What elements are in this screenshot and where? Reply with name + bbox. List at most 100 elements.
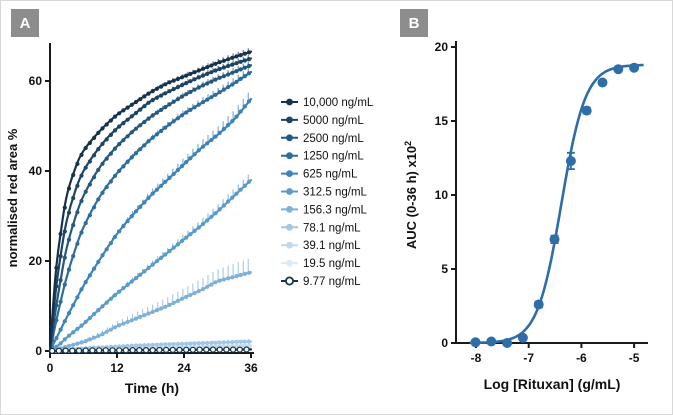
data-point	[565, 156, 576, 166]
marker	[79, 198, 84, 204]
marker	[238, 109, 243, 114]
y-axis-title: AUC (0-36 h) x102	[403, 141, 419, 249]
marker	[175, 341, 180, 347]
legend-marker-dot	[286, 152, 293, 160]
open-marker	[122, 347, 130, 354]
marker	[192, 228, 197, 233]
marker	[192, 152, 197, 157]
marker	[125, 219, 130, 224]
marker	[100, 190, 105, 195]
marker	[133, 209, 139, 214]
marker	[184, 81, 189, 86]
marker	[163, 252, 168, 257]
marker	[150, 135, 155, 140]
data-point	[597, 77, 608, 88]
x-tick-label: -5	[629, 351, 640, 365]
marker	[242, 339, 247, 344]
marker	[96, 197, 101, 202]
marker	[58, 254, 63, 259]
marker	[96, 308, 101, 313]
marker	[221, 87, 226, 92]
marker	[150, 113, 155, 118]
marker	[226, 57, 231, 62]
marker	[125, 343, 130, 348]
marker	[121, 108, 126, 113]
marker	[66, 333, 72, 338]
marker	[121, 286, 126, 291]
marker	[175, 85, 180, 90]
marker	[79, 230, 84, 235]
open-marker	[183, 346, 190, 353]
marker	[230, 62, 235, 67]
marker	[209, 214, 214, 219]
open-marker	[216, 346, 223, 353]
marker	[117, 168, 122, 173]
marker	[75, 210, 80, 215]
marker	[142, 94, 147, 99]
marker	[104, 300, 109, 305]
y-tick-label: 0	[35, 344, 42, 358]
marker	[87, 182, 92, 187]
marker	[87, 273, 92, 278]
marker	[133, 316, 139, 321]
marker	[62, 255, 67, 260]
marker	[125, 117, 130, 122]
data-point	[517, 332, 528, 343]
marker	[54, 265, 59, 270]
marker	[75, 183, 80, 188]
marker	[167, 102, 172, 107]
open-marker	[89, 347, 96, 354]
marker	[104, 156, 109, 161]
marker	[246, 179, 252, 184]
marker	[226, 63, 231, 69]
marker	[171, 87, 176, 92]
marker	[104, 122, 109, 127]
marker	[150, 342, 155, 347]
marker	[196, 225, 201, 230]
marker	[108, 118, 113, 123]
marker	[150, 262, 155, 267]
legend-label: 19.5 ng/mL	[303, 258, 361, 270]
marker	[234, 54, 239, 59]
legend-label: 625 ng/mL	[303, 169, 358, 181]
marker	[100, 253, 105, 258]
marker	[226, 276, 231, 281]
marker	[221, 203, 226, 208]
marker	[159, 128, 164, 134]
marker	[121, 321, 126, 326]
marker	[71, 330, 76, 335]
marker	[163, 105, 168, 110]
marker	[238, 187, 243, 192]
series-line	[48, 57, 253, 353]
marker	[150, 98, 155, 103]
legend-item: 156.3 ng/mL	[281, 204, 368, 216]
marker	[121, 224, 126, 229]
marker	[217, 90, 222, 95]
y-tick-label: 40	[29, 164, 43, 178]
marker	[200, 83, 206, 88]
legend-label: 9.77 ng/mL	[303, 276, 361, 288]
marker	[146, 311, 151, 316]
marker	[184, 73, 189, 78]
marker	[221, 58, 226, 63]
x-tick-label: 24	[177, 361, 191, 375]
marker	[133, 126, 139, 131]
legend-marker-dot	[286, 98, 293, 106]
marker	[221, 126, 226, 132]
marker	[213, 134, 218, 139]
marker	[108, 132, 113, 137]
x-tick-label: 36	[244, 361, 258, 375]
open-marker	[129, 347, 136, 354]
x-tick-label: -8	[471, 351, 482, 365]
marker	[213, 280, 218, 285]
x-tick-label: -7	[523, 351, 534, 365]
legend-marker-open	[284, 276, 294, 286]
series-line	[48, 97, 253, 353]
marker	[87, 159, 92, 164]
marker	[104, 137, 109, 142]
marker	[125, 319, 130, 325]
marker	[246, 99, 252, 104]
legend-label: 5000 ng/mL	[303, 115, 364, 127]
marker	[146, 139, 151, 144]
legend-marker-dot	[286, 241, 293, 249]
